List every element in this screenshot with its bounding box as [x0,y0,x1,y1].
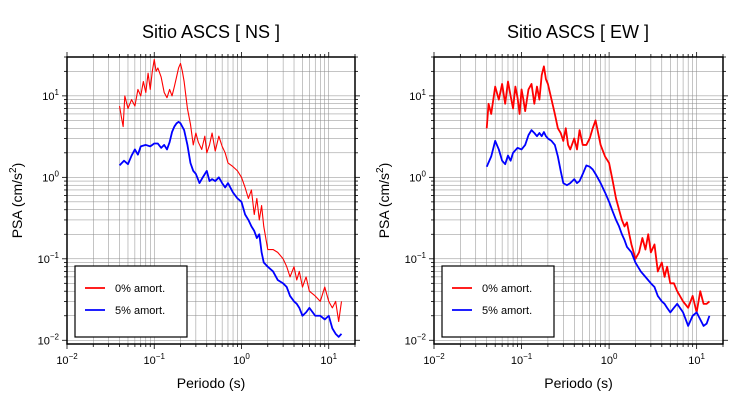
y-tick-label: 10−1 [38,251,60,266]
tick-base: 10 [405,254,417,266]
tick-exponent: −2 [50,332,60,341]
tick-base: 10 [233,355,245,367]
tick-exponent: 0 [613,352,618,361]
y-label-main: PSA (cm/s [9,173,25,238]
series-line-undamped [485,65,711,314]
plot-frame [433,56,724,345]
tick-exponent: 1 [55,88,60,97]
tick-base: 10 [409,172,421,184]
legend-entry-label: 0% amort. [115,283,165,295]
tick-exponent: −2 [417,332,427,341]
tick-base: 10 [405,335,417,347]
y-tick-label: 10−1 [405,251,427,266]
chart-title: Sitio ASCS [ EW ] [507,22,649,42]
y-tick-label: 101 [409,88,426,103]
tick-base: 10 [409,91,421,103]
y-label-main: PSA (cm/s [376,173,392,238]
y-label-superscript: 2 [8,167,19,173]
legend-box [441,265,555,338]
legend-entry-label: 0% amort. [482,283,532,295]
y-label-end: ) [9,163,25,168]
x-tick-label: 101 [688,352,705,367]
series-line-undamped [118,58,343,323]
tick-exponent: 0 [422,169,427,178]
tick-base: 10 [601,355,613,367]
tick-exponent: 1 [422,88,427,97]
tick-base: 10 [56,355,68,367]
tick-base: 10 [144,355,156,367]
legend-box [74,265,188,338]
x-tick-label: 10−1 [144,352,166,367]
y-label-end: ) [376,163,392,168]
legend: 0% amort. 5% amort. [441,265,555,338]
tick-base: 10 [423,355,435,367]
tick-base: 10 [38,335,50,347]
tick-exponent: 1 [701,352,706,361]
y-tick-label: 100 [409,169,426,184]
tick-exponent: −2 [436,352,446,361]
y-label-superscript: 2 [375,167,386,173]
y-axis-label: PSA (cm/s2) [375,163,392,239]
tick-exponent: 0 [245,352,250,361]
series-line-damped [485,129,711,327]
tick-base: 10 [42,172,54,184]
tick-exponent: −2 [69,352,79,361]
x-tick-label: 10−1 [511,352,533,367]
y-tick-label: 10−2 [38,332,60,347]
legend-entry-label: 5% amort. [115,305,165,317]
tick-exponent: −1 [417,251,427,260]
tick-exponent: 1 [333,352,338,361]
y-tick-label: 101 [42,88,59,103]
tick-exponent: −1 [156,352,166,361]
y-axis-label: PSA (cm/s2) [8,163,25,239]
tick-base: 10 [688,355,700,367]
tick-exponent: −1 [523,352,533,361]
chart-title: Sitio ASCS [ NS ] [142,22,280,42]
y-tick-label: 10−2 [405,332,427,347]
tick-base: 10 [511,355,523,367]
tick-exponent: 0 [55,169,60,178]
tick-exponent: −1 [50,251,60,260]
x-tick-label: 10−2 [423,352,445,367]
x-tick-label: 10−2 [56,352,78,367]
y-tick-label: 100 [42,169,59,184]
tick-base: 10 [320,355,332,367]
tick-base: 10 [42,91,54,103]
tick-base: 10 [38,254,50,266]
legend-entry-label: 5% amort. [482,305,532,317]
x-tick-label: 100 [233,352,250,367]
x-axis-label: Periodo (s) [177,375,245,391]
x-axis-label: Periodo (s) [544,375,612,391]
legend: 0% amort. 5% amort. [74,265,188,338]
x-tick-label: 101 [320,352,337,367]
plot-frame [66,56,356,345]
series-line-damped [118,120,343,338]
x-tick-label: 100 [601,352,618,367]
